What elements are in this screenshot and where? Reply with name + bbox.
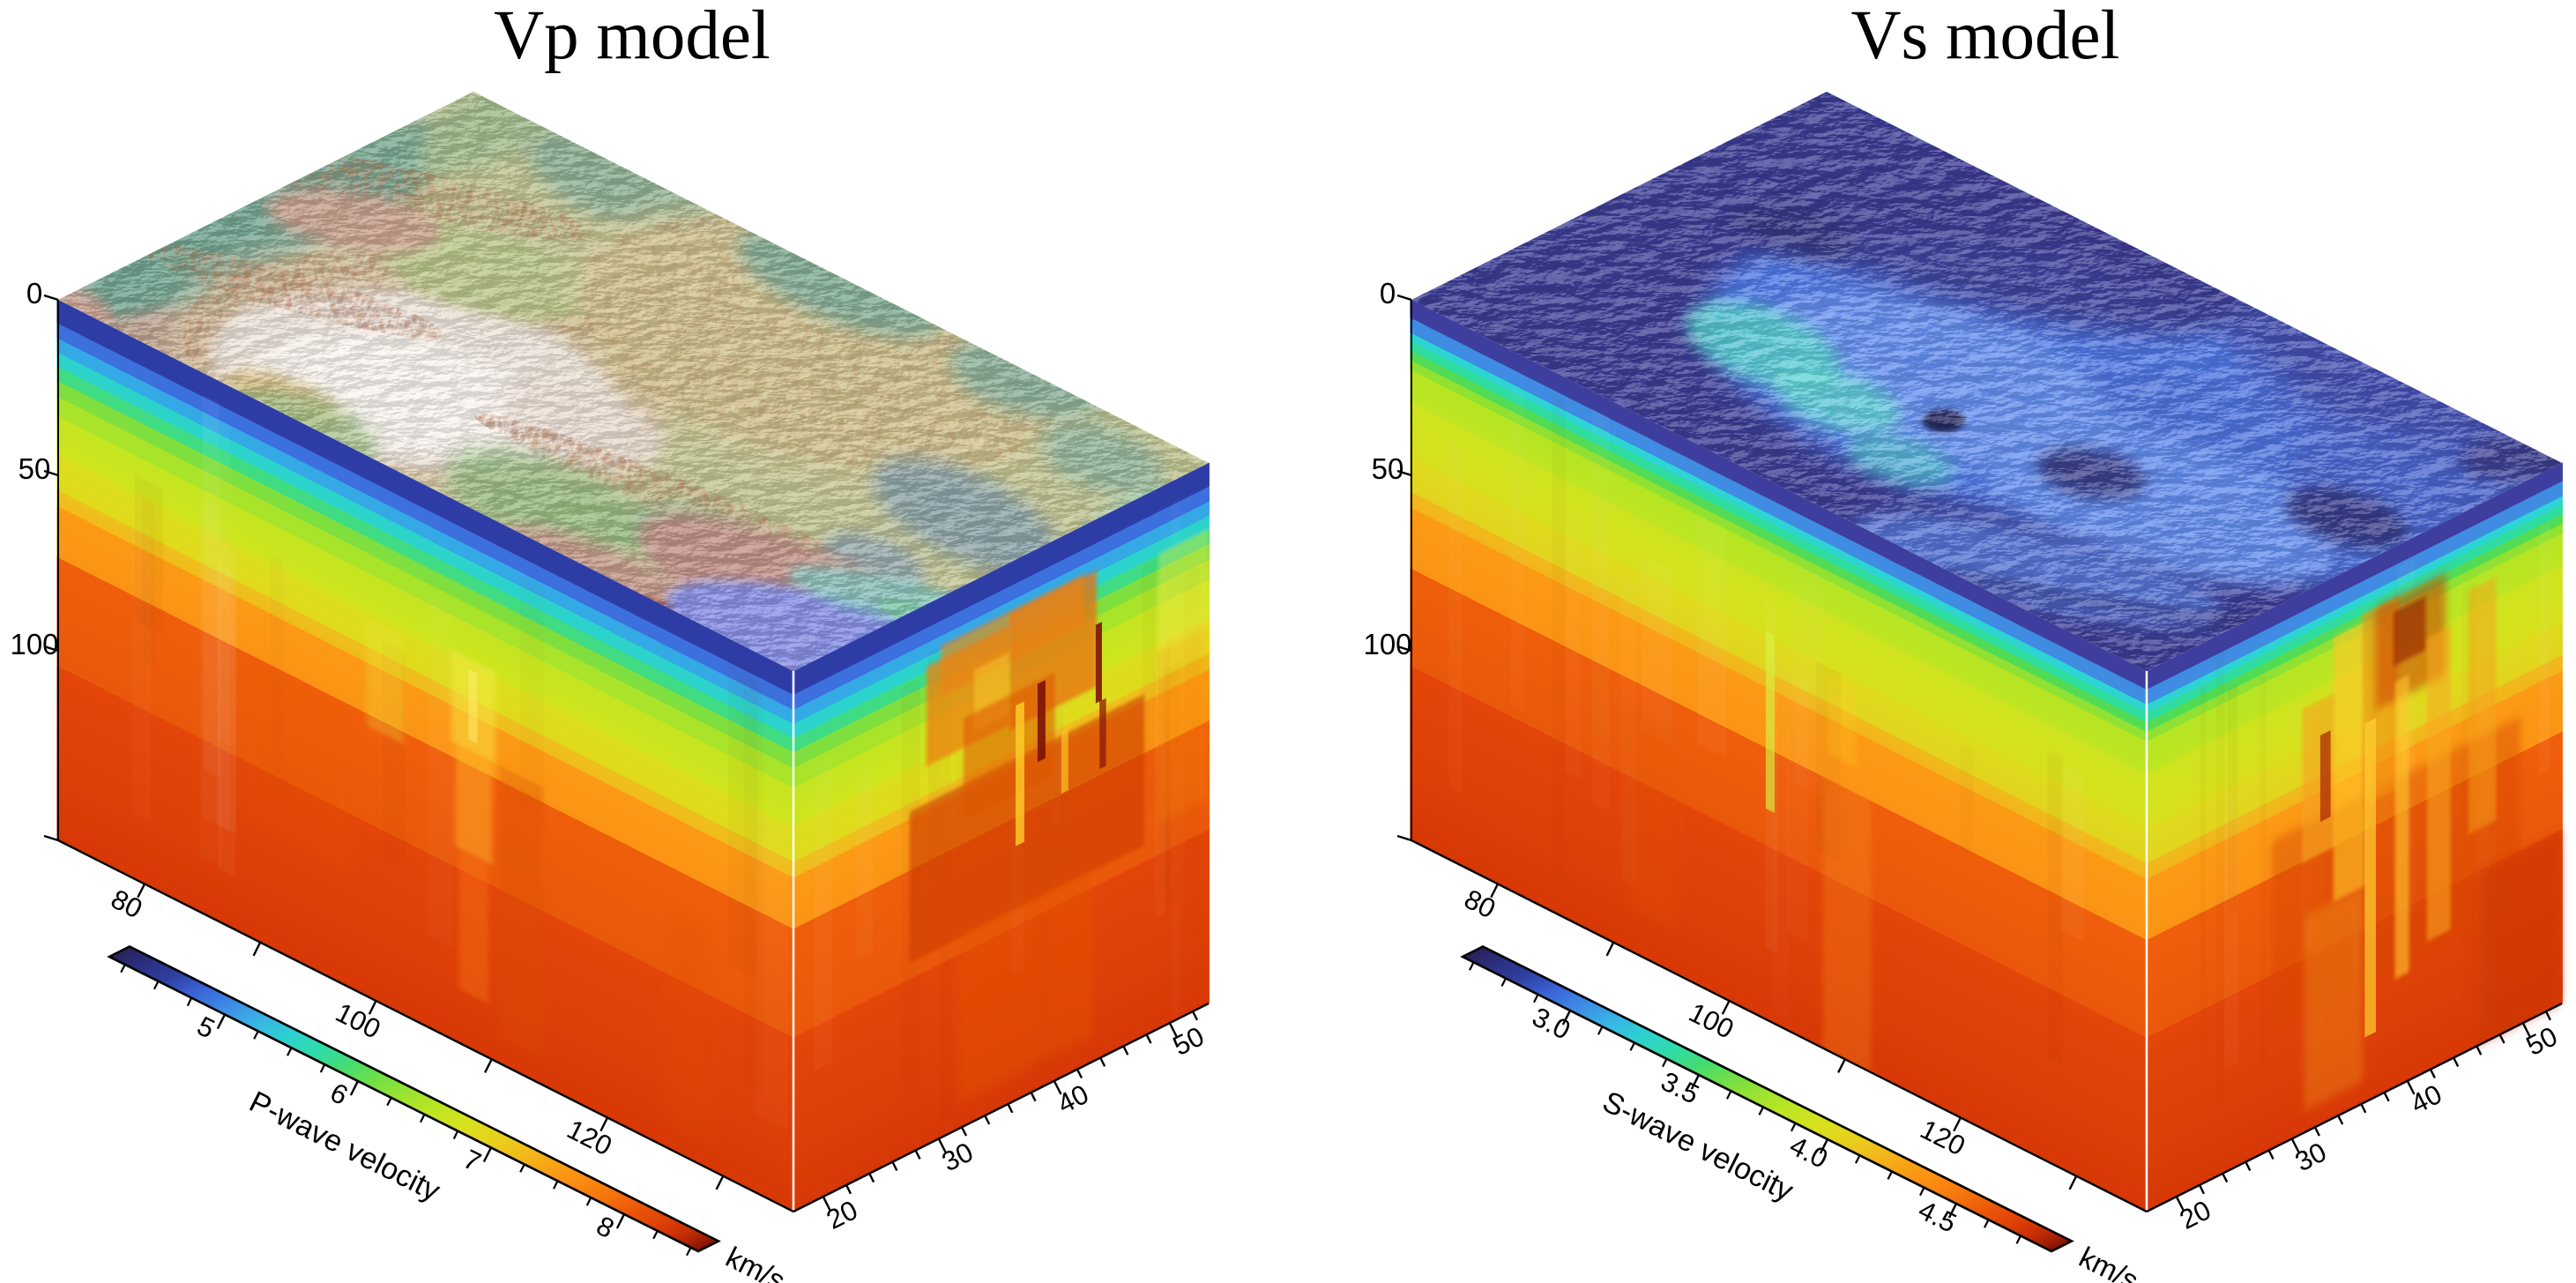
svg-text:100: 100 [1363, 628, 1411, 660]
svg-text:0: 0 [1380, 277, 1396, 310]
svg-text:100: 100 [10, 628, 58, 660]
svg-text:0: 0 [26, 277, 42, 310]
svg-text:50: 50 [1372, 452, 1404, 485]
svg-text:50: 50 [19, 452, 51, 485]
svg-text:Vp model: Vp model [494, 0, 771, 74]
svg-text:Vs model: Vs model [1850, 0, 2119, 74]
